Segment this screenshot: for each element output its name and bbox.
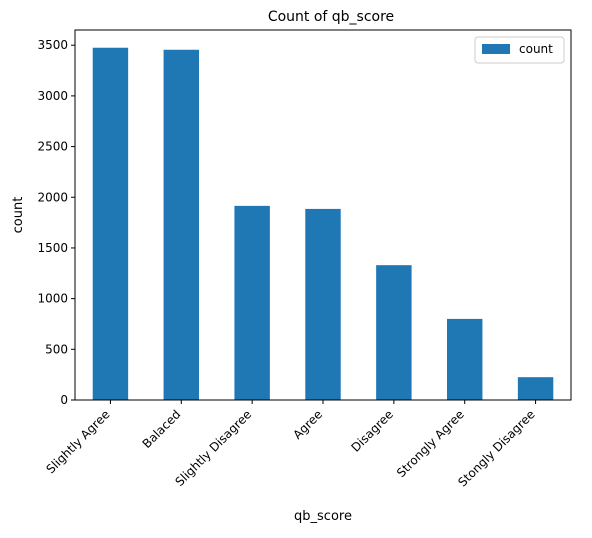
x-tick-label: Agree xyxy=(290,407,325,442)
x-tick-label: Balaced xyxy=(140,407,184,451)
y-tick-label: 2000 xyxy=(37,190,68,204)
x-tick-label: Slightly Agree xyxy=(43,407,112,476)
y-tick-label: 1500 xyxy=(37,241,68,255)
bar-disagree xyxy=(376,265,412,400)
y-tick-label: 2500 xyxy=(37,140,68,154)
y-axis: 0 500 1000 1500 2000 2500 3000 3500 xyxy=(37,38,75,407)
bar-slightly-disagree xyxy=(234,205,270,400)
bar-balaced xyxy=(163,49,199,401)
bar-strongly-agree xyxy=(447,318,483,400)
x-tick-label: Strongly Agree xyxy=(394,407,467,480)
y-axis-label: count xyxy=(11,197,26,234)
legend-swatch xyxy=(482,44,510,54)
legend-box xyxy=(474,36,565,64)
plot-frame xyxy=(74,29,572,401)
bars-group xyxy=(92,47,554,401)
chart-title: Count of qb_score xyxy=(268,9,394,25)
x-tick-label: Stongly Disagree xyxy=(455,407,537,489)
bar-agree xyxy=(305,208,341,400)
y-tick-label: 0 xyxy=(60,393,68,407)
x-tick-label: Slightly Disagree xyxy=(172,407,254,489)
x-tick-label: Disagree xyxy=(348,407,396,455)
y-tick-label: 3500 xyxy=(37,38,68,52)
x-axis-label: qb_score xyxy=(294,509,352,524)
y-tick-label: 1000 xyxy=(37,292,68,306)
legend-label: count xyxy=(519,42,553,56)
bar-stongly-disagree xyxy=(517,377,554,400)
bar-slightly-agree xyxy=(92,47,129,401)
y-tick-label: 500 xyxy=(45,342,68,356)
y-tick-label: 3000 xyxy=(37,89,68,103)
legend: count xyxy=(474,36,565,64)
